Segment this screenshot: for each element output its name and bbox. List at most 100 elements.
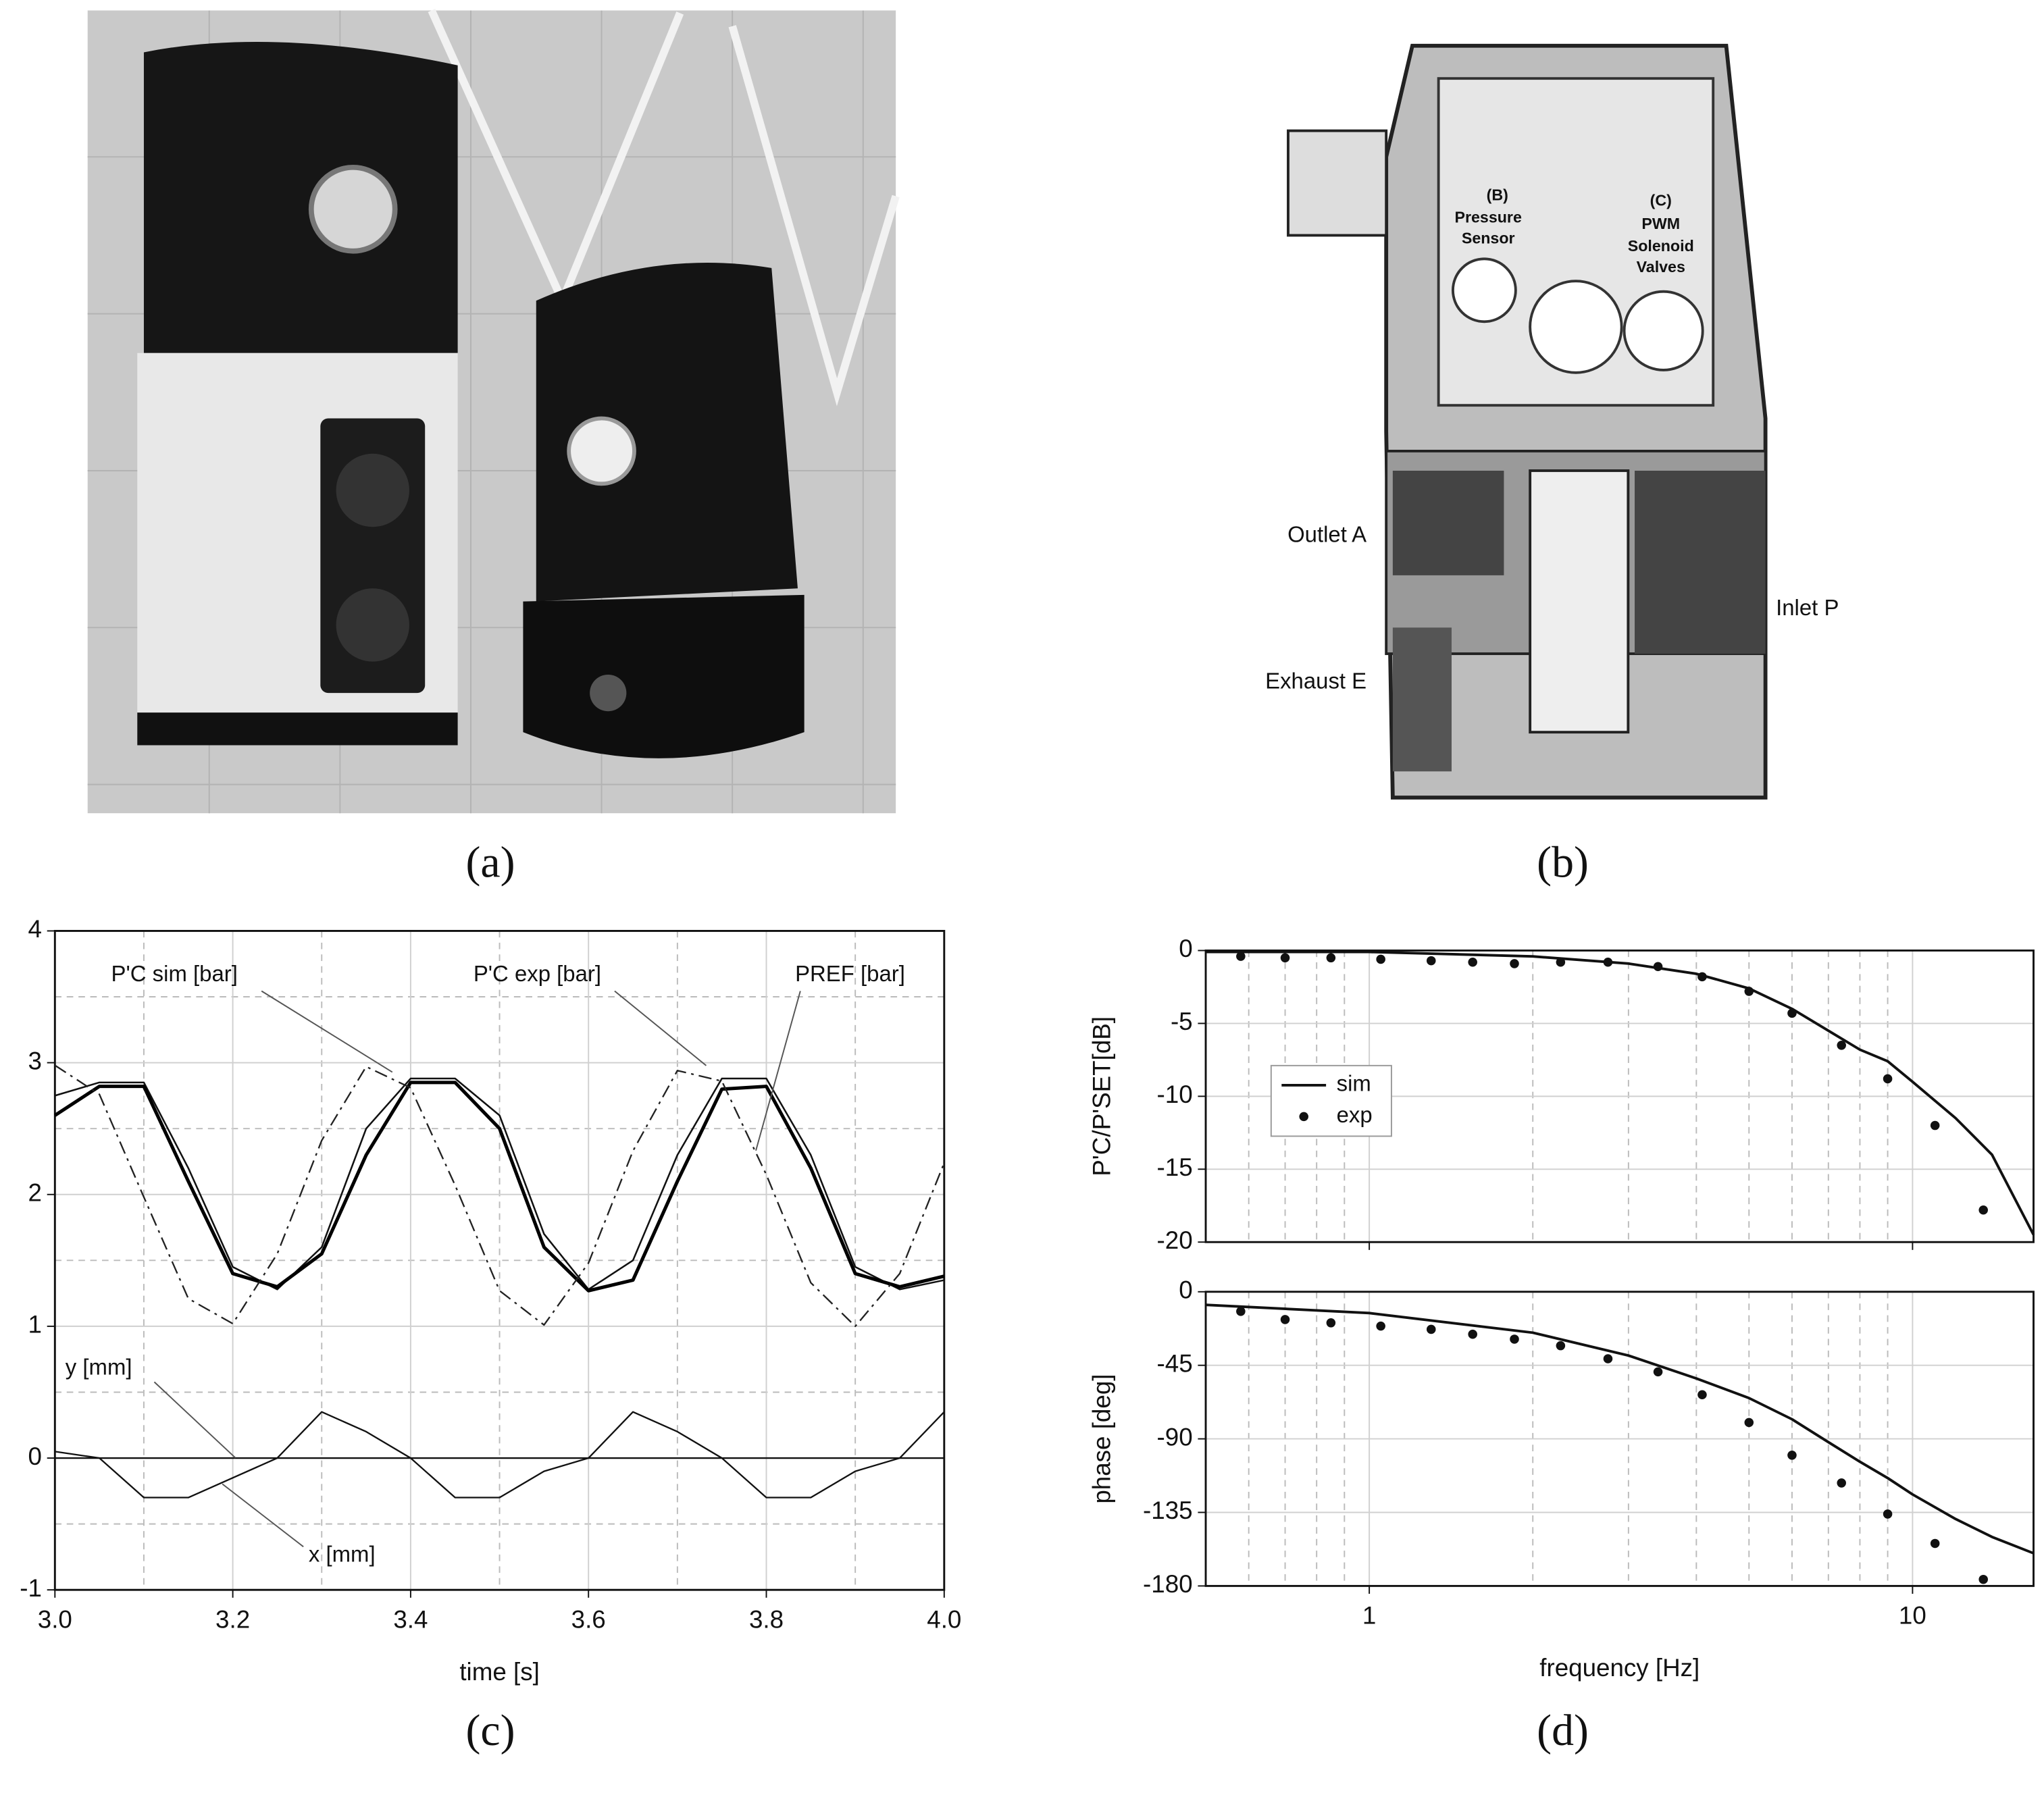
diagram-label: (C): [1650, 191, 1672, 209]
x-tick-label: 4.0: [927, 1605, 961, 1633]
series-line: [1206, 950, 2035, 1236]
caption: (d): [1537, 1706, 1589, 1755]
x-tick-label: 3.0: [38, 1605, 72, 1633]
data-point: [1280, 1315, 1290, 1324]
data-point: [1930, 1538, 1940, 1549]
data-point: [1426, 1324, 1436, 1334]
data-point: [1426, 956, 1436, 966]
data-point: [1236, 952, 1246, 961]
data-point: [1744, 987, 1754, 996]
data-point: [1468, 1329, 1477, 1339]
diagram-label: PWM: [1641, 215, 1680, 232]
x-tick-label: 3.2: [215, 1605, 250, 1633]
port-label: Exhaust E: [1265, 668, 1366, 693]
port-label: Outlet A: [1287, 521, 1366, 546]
data-point: [1653, 1367, 1663, 1377]
diagram-label: Valves: [1637, 258, 1685, 276]
plot-frame: [53, 929, 946, 1591]
data-point: [1376, 954, 1385, 964]
data-point: [1978, 1205, 1988, 1215]
port-label: Inlet P: [1776, 595, 1839, 620]
data-point: [1236, 1307, 1246, 1316]
data-point: [1468, 957, 1477, 967]
y-tick-label: 0: [1179, 1276, 1192, 1304]
chart: 0 -5 -10 -15 -20 P'C/P'SET[dB] sim exp: [1088, 935, 2035, 1254]
y-axis-label: phase [deg]: [1088, 1374, 1116, 1504]
data-point: [1326, 1318, 1336, 1328]
y-tick-label: 2: [28, 1178, 41, 1206]
x-axis-label: time [s]: [459, 1658, 539, 1686]
y-tick-label: -45: [1157, 1349, 1193, 1377]
x-tick-label: 1: [1362, 1602, 1376, 1630]
data-point: [1883, 1074, 1893, 1084]
annotation-leader: [261, 990, 393, 1073]
x-tick-label: 10: [1899, 1602, 1926, 1630]
data-point: [1280, 953, 1290, 963]
legend-box: [1270, 1064, 1392, 1137]
y-tick-label: -10: [1157, 1081, 1193, 1108]
data-point: [1837, 1041, 1846, 1050]
y-tick-label: -180: [1143, 1570, 1193, 1598]
valve-diagram: (B) Pressure Sensor (C) PWM Solenoid Val…: [1265, 43, 1839, 800]
y-tick-label: -5: [1171, 1008, 1193, 1035]
data-point: [1837, 1478, 1846, 1488]
series-label: P'C exp [bar]: [474, 961, 601, 986]
data-point: [1978, 1574, 1988, 1584]
diagram-label: Sensor: [1462, 229, 1515, 246]
y-axis-label: P'C/P'SET[dB]: [1088, 1016, 1116, 1176]
series-line: [53, 1081, 945, 1293]
series-label: y [mm]: [66, 1355, 132, 1380]
chart: -1 0 1 2 3 4 3.0 3.2 3.4 3.6 3.8 4.0 time [s] P'C sim…: [20, 915, 961, 1686]
annotation-leader: [222, 1483, 304, 1548]
data-point: [1787, 1451, 1797, 1460]
series-line: [55, 1457, 944, 1499]
series-label: P'C sim [bar]: [111, 961, 238, 986]
series-line: [1205, 1303, 2035, 1555]
x-tick-label: 3.8: [749, 1605, 784, 1633]
legend-label: exp: [1337, 1102, 1373, 1127]
diagram-label: Solenoid: [1628, 237, 1694, 255]
data-point: [1653, 962, 1663, 972]
data-point: [1697, 972, 1707, 982]
data-point: [1603, 1354, 1613, 1363]
y-tick-label: -135: [1143, 1497, 1193, 1524]
data-point: [1883, 1509, 1893, 1519]
data-point: [1697, 1390, 1707, 1400]
caption: (c): [465, 1706, 515, 1755]
data-point: [1510, 959, 1519, 968]
data-point: [1556, 957, 1566, 967]
diagram-label: Pressure: [1454, 208, 1521, 226]
data-point: [1556, 1341, 1566, 1351]
data-point: [1787, 1008, 1797, 1018]
annotation-leader: [755, 991, 801, 1151]
x-tick-label: 3.6: [571, 1605, 606, 1633]
legend-marker: [1299, 1112, 1308, 1122]
product-photo: [87, 9, 900, 814]
x-tick-label: 3.4: [393, 1605, 428, 1633]
series-line: [54, 1077, 945, 1291]
series-line: [55, 1411, 945, 1459]
y-tick-label: -1: [20, 1574, 42, 1602]
y-tick-label: 1: [28, 1311, 41, 1339]
series-label: x [mm]: [309, 1542, 376, 1567]
data-point: [1510, 1334, 1519, 1344]
data-point: [1603, 957, 1613, 967]
chart: 0 -45 -90 -135 -180 1 10 frequency [Hz] phase [d…: [1088, 1276, 2035, 1682]
y-tick-label: 0: [28, 1443, 41, 1470]
series-label: PREF [bar]: [795, 961, 905, 986]
caption: (a): [465, 838, 515, 887]
legend-label: sim: [1337, 1071, 1371, 1096]
y-tick-label: 4: [28, 915, 41, 943]
series-line: [54, 1064, 945, 1328]
y-tick-label: 0: [1179, 935, 1192, 962]
x-axis-label: frequency [Hz]: [1539, 1654, 1700, 1682]
diagram-label: (B): [1487, 186, 1508, 204]
data-point: [1744, 1418, 1754, 1428]
annotation-leader: [614, 990, 707, 1066]
plot-frame: [1204, 950, 2035, 1243]
y-tick-label: -15: [1157, 1153, 1193, 1181]
y-tick-label: -90: [1157, 1423, 1193, 1451]
annotation-leader: [153, 1381, 236, 1459]
